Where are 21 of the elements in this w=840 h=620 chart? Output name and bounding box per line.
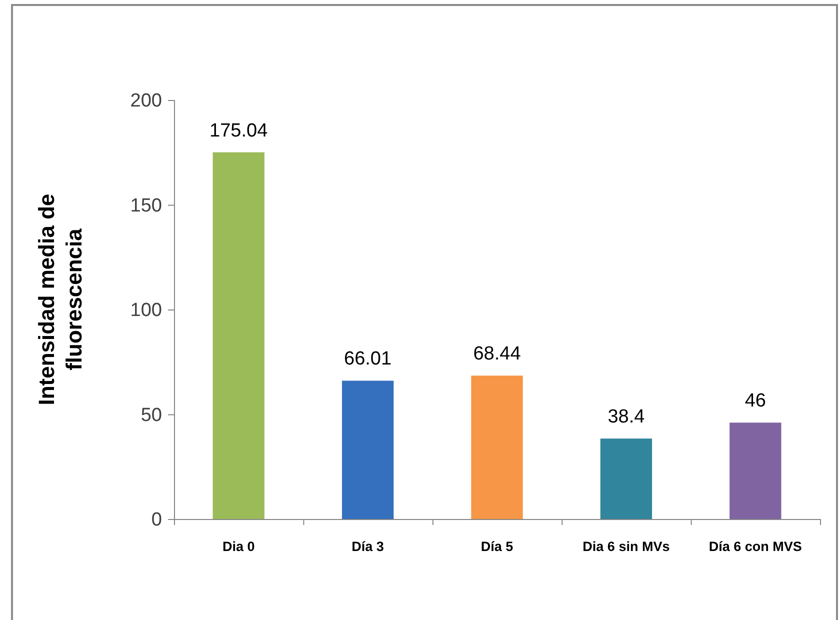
y-tick-label: 200 xyxy=(130,90,162,112)
x-tick-label: Día 6 con MVS xyxy=(708,539,802,554)
bar xyxy=(342,380,394,519)
bar xyxy=(212,152,264,519)
y-tick-label: 0 xyxy=(151,510,162,531)
x-tick-label: Día 5 xyxy=(480,539,514,554)
data-label: 66.01 xyxy=(344,348,392,370)
bar xyxy=(730,422,782,519)
y-tick-label: 50 xyxy=(140,404,162,426)
y-tick-label: 150 xyxy=(130,195,162,216)
data-label: 175.04 xyxy=(210,120,268,142)
data-label: 38.4 xyxy=(608,406,646,428)
x-tick-label: Día 3 xyxy=(352,539,384,554)
x-tick-label: Dia 0 xyxy=(222,539,255,554)
x-tick-label: Dia 6 sin MVs xyxy=(582,539,670,554)
data-label: 68.44 xyxy=(473,344,522,365)
bar xyxy=(471,376,523,519)
y-axis-title: Intensidad media de fluorescencia xyxy=(34,194,86,406)
bar xyxy=(600,438,652,519)
y-tick-label: 100 xyxy=(130,300,162,322)
data-label: 46 xyxy=(744,390,766,412)
